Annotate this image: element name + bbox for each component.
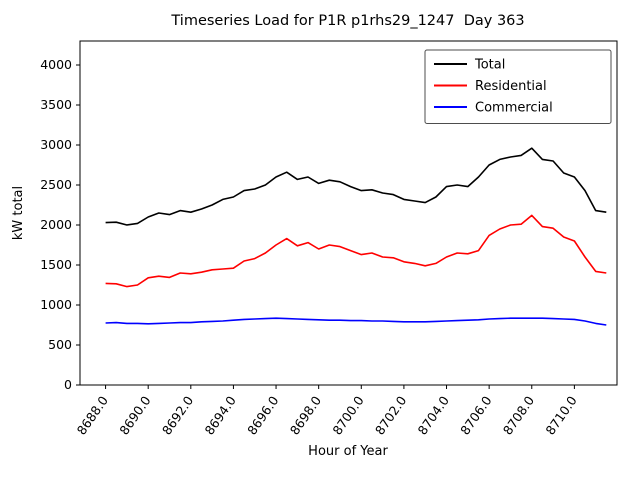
y-tick-label: 1000 [40, 297, 72, 312]
legend-label-residential: Residential [475, 79, 547, 94]
chart-title: Timeseries Load for P1R p1rhs29_1247 Day… [170, 13, 524, 29]
legend-label-total: Total [474, 58, 505, 73]
axes-frame [79, 40, 618, 386]
y-tick-label: 3000 [40, 137, 72, 152]
legend-box [424, 49, 612, 124]
x-axis-label: Hour of Year [308, 444, 388, 459]
series-line-total [105, 147, 607, 226]
y-tick-label: 3500 [40, 97, 72, 112]
series-line-residential [105, 214, 607, 288]
y-tick-label: 0 [64, 377, 72, 392]
y-tick-label: 500 [48, 337, 72, 352]
y-tick-label: 4000 [40, 57, 72, 72]
y-tick-label: 1500 [40, 257, 72, 272]
y-tick-label: 2500 [40, 177, 72, 192]
y-tick-label: 2000 [40, 217, 72, 232]
legend-label-commercial: Commercial [475, 101, 553, 116]
series-line-commercial [105, 317, 607, 326]
y-axis-label: kW total [11, 186, 26, 240]
